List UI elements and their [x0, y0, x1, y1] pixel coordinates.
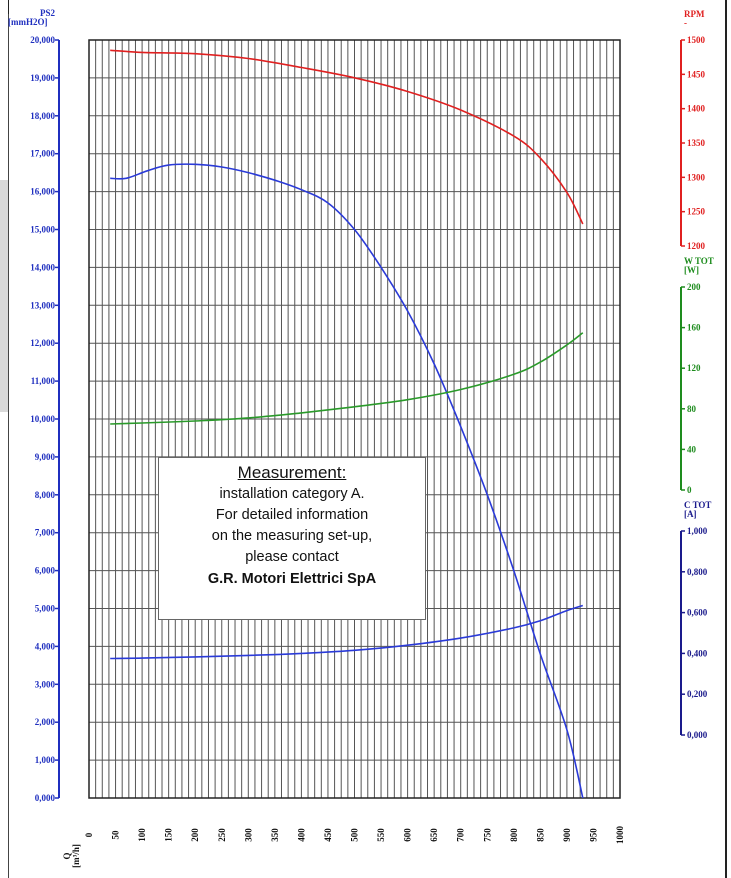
- x-tick-label: 1000: [615, 826, 625, 845]
- ctot-tick-label: 1,000: [687, 526, 708, 536]
- x-tick-label: 800: [509, 828, 519, 842]
- x-tick-label: 200: [190, 828, 200, 842]
- measurement-note-line: For detailed information: [215, 507, 369, 523]
- left-margin-strip: [0, 180, 8, 412]
- x-tick-label: 750: [482, 828, 492, 842]
- x-tick-label: 350: [270, 828, 280, 842]
- wtot-tick-label: 80: [687, 404, 697, 414]
- x-tick-label: 300: [243, 828, 253, 842]
- rpm-tick-label: 1350: [687, 138, 706, 148]
- ps2-tick-label: 7,000: [35, 528, 56, 538]
- x-tick-label: 700: [456, 828, 466, 842]
- top-edge-mark: [8, 0, 9, 14]
- plot-border: [88, 39, 621, 799]
- x-tick-label: 100: [137, 828, 147, 842]
- measurement-note-line: on the measuring set-up,: [211, 528, 373, 544]
- rpm-axis-title: RPM: [684, 9, 705, 19]
- x-tick-label: 550: [376, 828, 386, 842]
- ctot-tick-label: 0,600: [687, 608, 708, 618]
- ctot-tick-label: 0,400: [687, 648, 708, 658]
- ps2-tick-label: 2,000: [35, 717, 56, 727]
- x-tick-label: 400: [296, 828, 306, 842]
- ps2-tick-label: 18,000: [30, 111, 55, 121]
- ps2-tick-label: 10,000: [30, 414, 55, 424]
- x-tick-label: 500: [350, 828, 360, 842]
- measurement-note: Measurement: installation category A. Fo…: [158, 457, 426, 620]
- x-tick-label: 250: [217, 828, 227, 842]
- x-tick-label: 900: [562, 828, 572, 842]
- x-tick-label: 50: [111, 830, 121, 840]
- rpm-tick-label: 1200: [687, 241, 706, 251]
- chart-grid: [88, 39, 621, 799]
- ps2-axis-title: PS2: [40, 8, 56, 18]
- ps2-tick-label: 11,000: [31, 376, 56, 386]
- ps2-tick-label: 9,000: [35, 452, 56, 462]
- left-page-edge: [8, 0, 9, 878]
- wtot-tick-label: 160: [687, 323, 701, 333]
- chart-series: [110, 49, 584, 799]
- wtot-tick-label: 40: [687, 444, 697, 454]
- measurement-note-line: please contact: [245, 549, 339, 565]
- measurement-note-company: G.R. Motori Elettrici SpA: [207, 571, 377, 587]
- ps2-tick-label: 14,000: [30, 262, 55, 272]
- wtot-tick-label: 0: [687, 485, 692, 495]
- x-axis-title: Q: [62, 852, 72, 859]
- x-tick-label: 850: [535, 828, 545, 842]
- rpm-tick-label: 1400: [687, 104, 706, 114]
- series-line-rpm: [110, 49, 584, 225]
- wtot-axis-title: [W]: [684, 265, 699, 275]
- ps2-tick-label: 16,000: [30, 187, 55, 197]
- ps2-tick-label: 8,000: [35, 490, 56, 500]
- ps2-tick-label: 12,000: [30, 338, 55, 348]
- ps2-tick-label: 13,000: [30, 300, 55, 310]
- ctot-axis-title: [A]: [684, 509, 697, 519]
- x-tick-label: 450: [323, 828, 333, 842]
- chart-axes: 0,000 1,000 2,000 3,000 4,000 5,000 6,000 7,000…: [8, 8, 714, 868]
- x-tick-label: 150: [164, 828, 174, 842]
- x-tick-label: 600: [403, 828, 413, 842]
- ctot-tick-label: 0,000: [687, 730, 708, 740]
- series-line-ps2: [110, 163, 584, 799]
- rpm-tick-label: 1250: [687, 207, 706, 217]
- ctot-tick-label: 0,200: [687, 689, 708, 699]
- series-line-ctot: [110, 604, 584, 660]
- rpm-tick-label: 1450: [687, 69, 706, 79]
- ps2-tick-label: 3,000: [35, 679, 56, 689]
- ps2-tick-label: 20,000: [30, 35, 55, 45]
- wtot-axis-title: W TOT: [684, 256, 714, 266]
- wtot-tick-label: 200: [687, 282, 701, 292]
- ps2-tick-label: 1,000: [35, 755, 56, 765]
- x-tick-label: 0: [84, 832, 94, 837]
- ps2-tick-label: 0,000: [35, 793, 56, 803]
- ps2-axis-title: [mmH2O]: [8, 17, 48, 27]
- ps2-tick-label: 19,000: [30, 73, 55, 83]
- ps2-tick-label: 15,000: [30, 225, 55, 235]
- wtot-tick-label: 120: [687, 363, 701, 373]
- x-tick-label: 950: [589, 828, 599, 842]
- ps2-tick-label: 6,000: [35, 566, 56, 576]
- right-page-edge: [725, 0, 727, 878]
- series-line-wtot: [110, 332, 584, 425]
- x-axis-title: [m³/h]: [71, 844, 81, 868]
- ps2-tick-label: 17,000: [30, 149, 55, 159]
- ctot-tick-label: 0,800: [687, 567, 708, 577]
- measurement-note-line: installation category A.: [219, 486, 365, 502]
- rpm-tick-label: 1300: [687, 172, 706, 182]
- ps2-tick-label: 5,000: [35, 604, 56, 614]
- ps2-tick-label: 4,000: [35, 641, 56, 651]
- measurement-note-title: Measurement:: [237, 463, 347, 482]
- rpm-tick-label: 1500: [687, 35, 706, 45]
- x-tick-label: 650: [429, 828, 439, 842]
- ctot-axis-title: C TOT: [684, 500, 711, 510]
- rpm-axis-title: -: [684, 18, 687, 28]
